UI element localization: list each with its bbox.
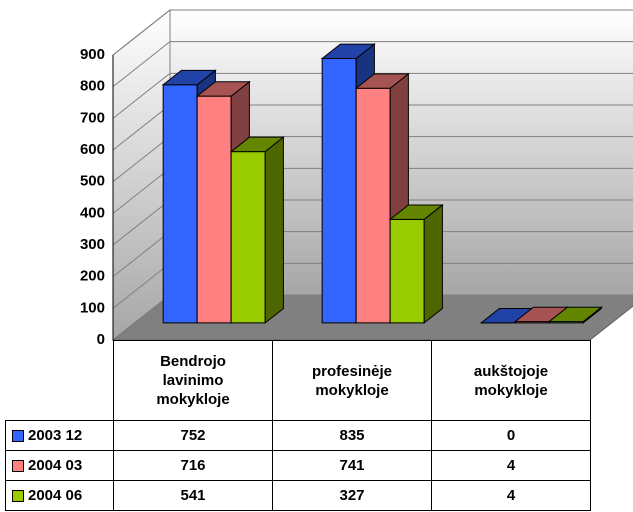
table-value: 541 bbox=[113, 480, 273, 511]
table-value: 4 bbox=[431, 480, 591, 511]
bar bbox=[388, 203, 444, 324]
legend-cell: 2004 03 bbox=[5, 450, 114, 481]
bar bbox=[547, 306, 603, 324]
bar bbox=[229, 136, 285, 324]
grid-line bbox=[112, 9, 633, 56]
bar-side bbox=[264, 136, 284, 324]
y-tick-label: 600 bbox=[80, 141, 105, 158]
y-tick-label: 300 bbox=[80, 236, 105, 253]
legend-cell: 2003 12 bbox=[5, 420, 114, 451]
legend-cell: 2004 06 bbox=[5, 480, 114, 511]
bar-side bbox=[423, 203, 443, 324]
legend-swatch bbox=[12, 489, 24, 502]
bar-front bbox=[355, 87, 391, 324]
table-value: 752 bbox=[113, 420, 273, 451]
bar-top bbox=[229, 136, 285, 153]
y-tick-label: 0 bbox=[97, 331, 105, 348]
bar-top bbox=[195, 81, 251, 97]
legend-swatch bbox=[12, 459, 24, 472]
grid-line bbox=[112, 72, 633, 119]
category-label: profesinėje mokykloje bbox=[311, 362, 393, 399]
table-value: 716 bbox=[113, 450, 273, 481]
legend-label: 2003 12 bbox=[28, 427, 83, 444]
table-value: 0 bbox=[431, 420, 591, 451]
legend-label: 2004 03 bbox=[28, 457, 83, 474]
bar-top bbox=[388, 204, 444, 220]
category-label: Bendrojo lavinimo mokykloje bbox=[156, 353, 230, 408]
grid-line bbox=[112, 41, 633, 88]
y-tick-label: 500 bbox=[80, 173, 105, 190]
bar-front bbox=[196, 95, 232, 324]
y-tick-label: 400 bbox=[80, 204, 105, 221]
category-header: aukštojoje mokykloje bbox=[431, 340, 591, 421]
category-header: profesinėje mokykloje bbox=[272, 340, 432, 421]
table-value: 327 bbox=[272, 480, 432, 511]
table-value: 741 bbox=[272, 450, 432, 481]
bar-front bbox=[321, 57, 357, 324]
category-header: Bendrojo lavinimo mokykloje bbox=[113, 340, 273, 421]
table-value: 835 bbox=[272, 420, 432, 451]
bar-top bbox=[354, 73, 410, 89]
legend-swatch bbox=[12, 429, 24, 442]
y-tick-label: 900 bbox=[80, 46, 105, 63]
bar-front bbox=[389, 218, 425, 324]
bar-front bbox=[230, 151, 266, 324]
table-value: 4 bbox=[431, 450, 591, 481]
y-tick-label: 200 bbox=[80, 268, 105, 285]
bar-front bbox=[162, 84, 198, 324]
bar-top bbox=[547, 306, 603, 323]
y-tick-label: 700 bbox=[80, 109, 105, 126]
bar-top bbox=[161, 69, 217, 86]
bar-top bbox=[320, 43, 376, 59]
legend-label: 2004 06 bbox=[28, 487, 83, 504]
y-tick-label: 800 bbox=[80, 78, 105, 95]
y-tick-label: 100 bbox=[80, 299, 105, 316]
category-label: aukštojoje mokykloje bbox=[473, 362, 549, 399]
